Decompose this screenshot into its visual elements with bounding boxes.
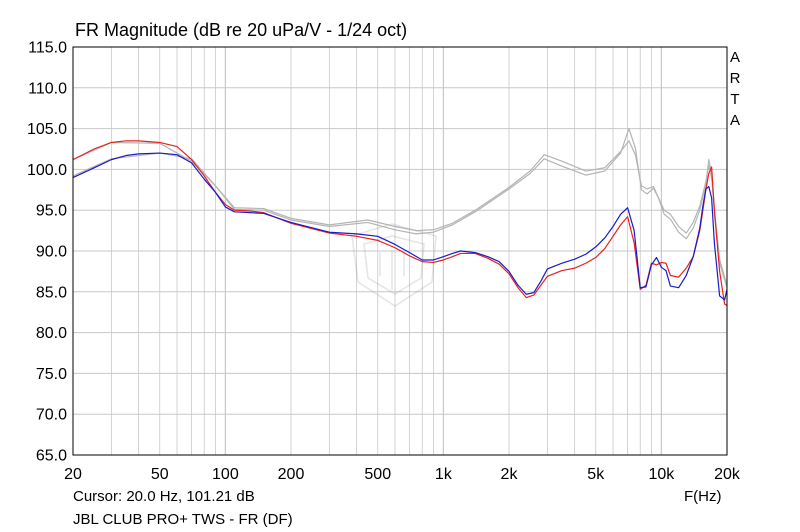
x-axis-label: F(Hz): [684, 488, 722, 505]
y-tick-label: 95.0: [36, 203, 67, 220]
x-tick-label: 10k: [648, 466, 675, 483]
x-tick-label: 5k: [587, 466, 605, 483]
y-tick-label: 75.0: [36, 366, 67, 383]
y-tick-label: 85.0: [36, 284, 67, 301]
y-tick-label: 115.0: [28, 40, 67, 57]
y-tick-label: 70.0: [36, 407, 67, 424]
cursor-readout: Cursor: 20.0 Hz, 101.21 dB: [73, 488, 255, 505]
x-tick-label: 500: [364, 466, 391, 483]
series-line-3: [72, 140, 728, 307]
tick-labels: 65.0 70.0 75.0 80.0 85.0 90.0 95.0 100.0 105.0 11…: [27, 40, 741, 484]
x-tick-label: 1k: [435, 466, 453, 483]
watermark-logo: [351, 223, 437, 307]
x-tick-label: 20k: [714, 466, 741, 483]
x-tick-label: 200: [278, 466, 305, 483]
x-tick-label: 2k: [501, 466, 519, 483]
plot-frame: [72, 46, 728, 456]
y-tick-label: 90.0: [36, 244, 67, 261]
arta-label: ARTA: [729, 49, 741, 129]
chart-grid: [73, 47, 727, 455]
x-tick-label: 20: [64, 466, 82, 483]
series-line-1: [72, 140, 728, 288]
chart-title: FR Magnitude (dB re 20 uPa/V - 1/24 oct): [75, 20, 408, 40]
device-label: JBL CLUB PRO+ TWS - FR (DF): [73, 511, 293, 528]
y-tick-label: 65.0: [36, 448, 67, 465]
y-tick-label: 105.0: [27, 121, 67, 138]
series-line-2: [72, 128, 728, 286]
series-group: [72, 128, 728, 307]
x-tick-label: 100: [212, 466, 239, 483]
y-tick-label: 80.0: [36, 325, 67, 342]
y-tick-label: 100.0: [27, 162, 67, 179]
x-tick-label: 50: [151, 466, 169, 483]
y-tick-label: 110.0: [28, 80, 67, 97]
series-line-4: [72, 152, 728, 301]
